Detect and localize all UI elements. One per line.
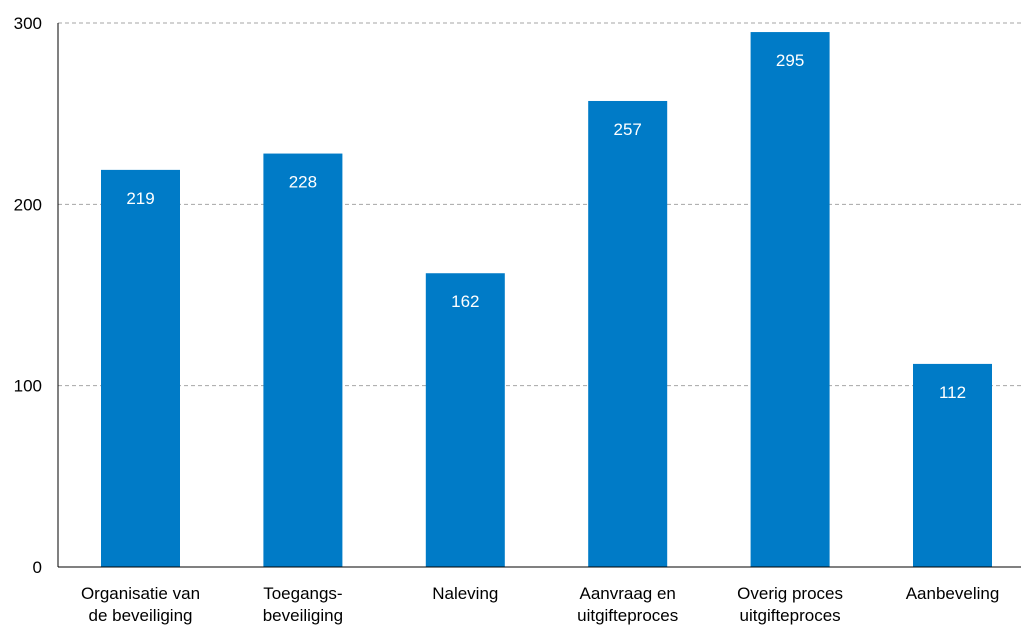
- category-label: uitgifteproces: [577, 606, 678, 625]
- bar: [588, 100, 668, 568]
- axes: [57, 23, 1021, 568]
- y-tick-label: 300: [14, 14, 42, 33]
- bar: [101, 169, 180, 567]
- y-tick-label: 100: [14, 377, 42, 396]
- y-tick-label: 200: [14, 195, 42, 214]
- category-label: Aanvraag en: [579, 584, 675, 603]
- bar: [750, 32, 830, 568]
- data-label: 295: [776, 51, 804, 70]
- labels: 0 100 200 300 219 Organisatie van de beveiligi…: [14, 14, 1000, 625]
- category-label: uitgifteproces: [740, 606, 841, 625]
- bar: [263, 153, 343, 567]
- y-tick-label: 0: [33, 558, 42, 577]
- bar: [425, 273, 505, 567]
- category-label: Naleving: [432, 584, 498, 603]
- data-label: 228: [289, 173, 317, 192]
- category-label: Toegangs-: [263, 584, 342, 603]
- category-label: de beveiliging: [89, 606, 193, 625]
- data-label: 112: [939, 383, 966, 402]
- gridlines: [58, 22, 1021, 387]
- category-label: Organisatie van: [81, 584, 200, 603]
- data-label: 257: [614, 120, 642, 139]
- category-label: Overig proces: [737, 584, 843, 603]
- category-label: beveiliging: [263, 606, 343, 625]
- data-label: 162: [451, 292, 479, 311]
- data-label: 219: [126, 189, 154, 208]
- bar: [913, 363, 992, 567]
- bars: [101, 32, 992, 568]
- category-label: Aanbeveling: [906, 584, 1000, 603]
